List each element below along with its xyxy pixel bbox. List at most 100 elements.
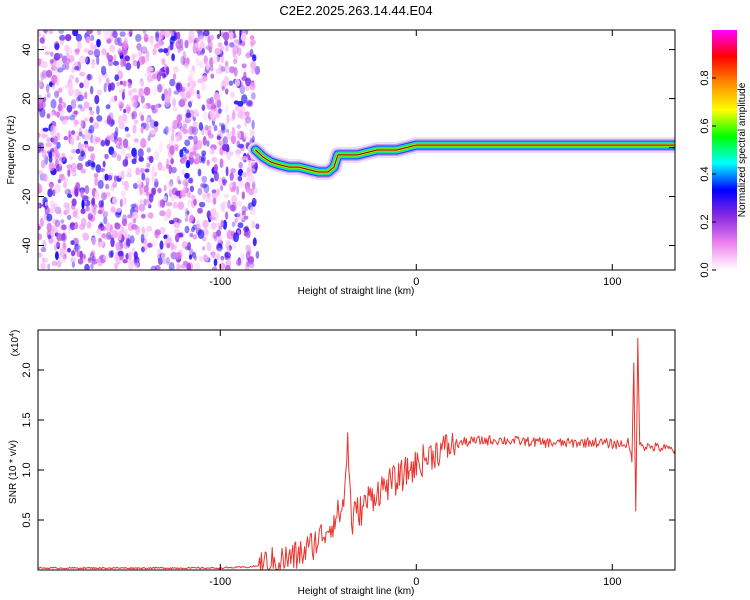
noise-blob bbox=[203, 183, 210, 194]
noise-blob bbox=[97, 179, 104, 189]
noise-blob bbox=[185, 112, 192, 118]
noise-blob bbox=[216, 243, 220, 251]
noise-blob bbox=[226, 230, 233, 240]
noise-blob bbox=[252, 187, 258, 194]
noise-blob bbox=[68, 82, 74, 90]
noise-blob bbox=[211, 189, 217, 194]
noise-blob bbox=[116, 81, 121, 87]
noise-blob bbox=[95, 258, 101, 263]
noise-blob bbox=[216, 229, 222, 237]
noise-blob bbox=[186, 262, 192, 270]
snr-y-multiplier: (x104) bbox=[9, 330, 21, 357]
noise-blob bbox=[101, 233, 106, 239]
noise-blob bbox=[147, 37, 154, 43]
y-tick-label: 0.5 bbox=[21, 512, 33, 527]
noise-blob bbox=[143, 185, 149, 193]
noise-blob bbox=[98, 74, 102, 84]
noise-blob bbox=[55, 77, 60, 87]
noise-blob bbox=[65, 189, 69, 196]
ridge-center-line bbox=[255, 144, 675, 173]
noise-blob bbox=[67, 247, 71, 253]
noise-blob bbox=[52, 68, 58, 74]
noise-blob bbox=[236, 258, 242, 267]
noise-blob bbox=[81, 222, 85, 229]
noise-blob bbox=[41, 257, 46, 263]
noise-blob bbox=[222, 144, 228, 152]
noise-blob bbox=[88, 106, 93, 111]
snr-frame bbox=[37, 329, 676, 571]
noise-blob bbox=[94, 137, 101, 143]
noise-blob bbox=[96, 89, 103, 96]
noise-blob bbox=[86, 30, 93, 35]
noise-blob bbox=[197, 229, 205, 239]
noise-blob bbox=[209, 65, 214, 72]
noise-blob bbox=[38, 81, 43, 88]
noise-blob bbox=[140, 114, 145, 122]
noise-blob bbox=[235, 39, 240, 48]
noise-blob bbox=[90, 160, 96, 171]
noise-blob bbox=[110, 237, 115, 248]
noise-blob bbox=[168, 188, 173, 198]
noise-blob bbox=[224, 193, 229, 199]
noise-blob bbox=[115, 251, 119, 262]
noise-blob bbox=[132, 218, 137, 224]
noise-blob bbox=[67, 193, 73, 198]
noise-blob bbox=[56, 67, 64, 73]
noise-blob bbox=[252, 237, 257, 247]
noise-blob bbox=[140, 126, 144, 134]
noise-blob bbox=[203, 228, 209, 237]
noise-blob bbox=[39, 108, 46, 118]
noise-blob bbox=[140, 233, 145, 244]
noise-blob bbox=[139, 199, 144, 205]
noise-blob bbox=[101, 48, 107, 56]
noise-blob bbox=[125, 62, 132, 71]
noise-blob bbox=[162, 257, 167, 265]
noise-blob bbox=[158, 142, 163, 153]
y-tick-label: 40 bbox=[21, 43, 33, 55]
noise-blob bbox=[41, 61, 48, 69]
noise-blob bbox=[210, 177, 215, 183]
noise-blob bbox=[119, 31, 126, 37]
noise-blob bbox=[95, 164, 102, 173]
noise-blob bbox=[81, 195, 89, 201]
noise-blob bbox=[236, 130, 242, 140]
noise-blob bbox=[69, 74, 75, 80]
noise-blob bbox=[170, 35, 176, 41]
noise-blob bbox=[250, 42, 254, 48]
noise-blob bbox=[89, 206, 93, 215]
noise-blob bbox=[84, 185, 90, 194]
noise-blob bbox=[136, 180, 142, 187]
noise-blob bbox=[91, 161, 96, 168]
noise-blob bbox=[180, 264, 187, 269]
noise-blob bbox=[51, 84, 56, 91]
noise-blob bbox=[48, 151, 53, 159]
noise-blob bbox=[116, 154, 122, 162]
noise-blob bbox=[224, 265, 231, 270]
noise-blob bbox=[169, 145, 175, 155]
noise-blob bbox=[231, 201, 237, 212]
noise-blob bbox=[236, 140, 241, 148]
noise-blob bbox=[165, 126, 171, 133]
noise-blob bbox=[94, 190, 100, 200]
noise-blob bbox=[116, 65, 120, 74]
noise-blob bbox=[42, 97, 47, 103]
noise-blob bbox=[228, 80, 234, 86]
noise-blob bbox=[231, 243, 237, 249]
noise-blob bbox=[40, 262, 46, 270]
y-tick-label: 1.0 bbox=[21, 462, 33, 477]
noise-blob bbox=[236, 124, 241, 129]
noise-blob bbox=[61, 233, 66, 242]
noise-blob bbox=[80, 143, 84, 150]
noise-blob bbox=[110, 206, 116, 213]
noise-blob bbox=[114, 37, 120, 46]
noise-blob bbox=[75, 33, 82, 42]
noise-blob bbox=[196, 30, 202, 35]
y-tick-label: 1.5 bbox=[21, 412, 33, 427]
noise-blob bbox=[138, 203, 146, 212]
noise-blob bbox=[54, 206, 62, 215]
spectrogram-panel: -100 0 100 -40 -20 0 20 40 Height of straight … bbox=[6, 29, 676, 297]
noise-blob bbox=[79, 82, 84, 89]
noise-blob bbox=[77, 104, 83, 109]
noise-blob bbox=[192, 224, 198, 230]
